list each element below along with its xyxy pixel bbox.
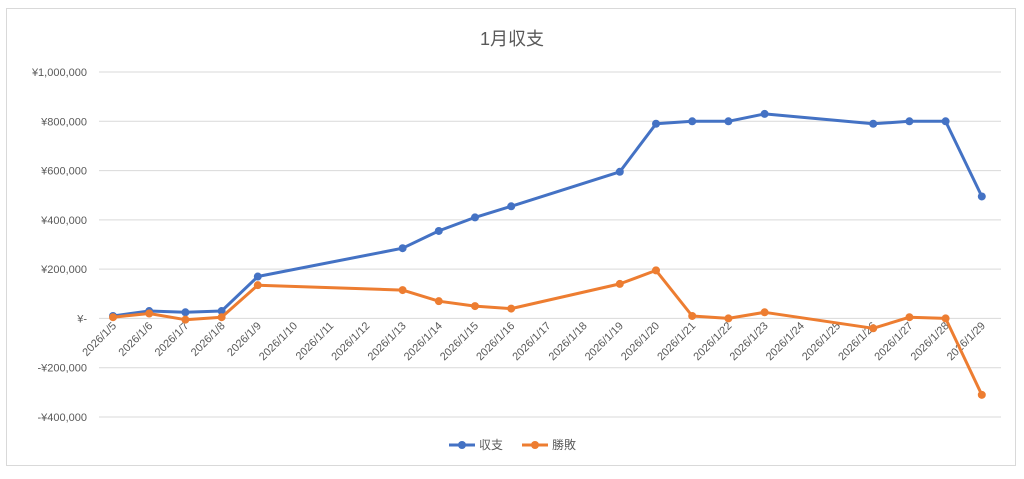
x-tick-label: 2026/1/6 — [117, 320, 156, 359]
y-tick-label: -¥400,000 — [37, 412, 87, 424]
data-point — [724, 117, 733, 126]
series-1 — [109, 266, 986, 399]
y-tick-label: -¥200,000 — [37, 363, 87, 375]
line-chart: 1月収支 ¥1,000,000¥800,000¥600,000¥400,000¥… — [31, 29, 1001, 452]
chart-area: 1月収支 ¥1,000,000 ¥800,000 ¥600,000 ¥400,000 ¥… — [6, 8, 1016, 466]
x-tick-label: 2026/1/8 — [189, 320, 228, 359]
data-point — [724, 314, 733, 323]
gridlines — [99, 71, 1001, 418]
data-point — [471, 302, 479, 311]
data-point — [941, 117, 950, 126]
y-tick-label: ¥200,000 — [40, 264, 87, 276]
y-tick-label: ¥800,000 — [40, 116, 87, 128]
y-tick-label: ¥600,000 — [40, 166, 87, 178]
data-point — [217, 313, 226, 322]
x-tick-label: 2026/1/24 — [764, 320, 807, 363]
x-tick-label: 2026/1/17 — [510, 320, 553, 363]
y-tick-label: ¥- — [76, 313, 87, 325]
data-point — [760, 109, 769, 118]
data-point — [905, 313, 914, 322]
series-line-1 — [111, 268, 984, 397]
data-point — [434, 226, 443, 235]
data-point — [905, 117, 914, 126]
x-tick-label: 2026/1/19 — [583, 320, 626, 363]
legend: 収支 勝敗 — [449, 437, 576, 452]
data-point — [869, 119, 878, 128]
data-point — [688, 311, 697, 320]
x-tick-label: 2026/1/28 — [909, 320, 952, 363]
y-tick-label: ¥1,000,000 — [31, 67, 87, 79]
data-point — [398, 244, 407, 253]
x-tick-label: 2026/1/18 — [547, 320, 590, 363]
x-tick-label: 2026/1/20 — [619, 320, 662, 363]
data-point — [977, 390, 986, 399]
legend-item-1: 勝敗 — [522, 437, 576, 452]
series-0 — [109, 109, 986, 320]
data-point — [941, 314, 950, 323]
data-point — [760, 308, 769, 317]
x-tick-label: 2026/1/23 — [728, 320, 771, 363]
data-point — [869, 324, 878, 333]
x-tick-label: 2026/1/10 — [257, 320, 300, 363]
x-tick-label: 2026/1/14 — [402, 320, 445, 363]
data-point — [615, 279, 624, 288]
data-point — [507, 202, 516, 211]
data-point — [253, 272, 262, 281]
x-tick-label: 2026/1/29 — [945, 320, 988, 363]
legend-swatch-marker — [458, 441, 466, 449]
data-point — [109, 313, 117, 322]
data-point — [181, 308, 190, 317]
data-point — [507, 304, 516, 313]
data-point — [688, 117, 697, 126]
y-tick-label: ¥400,000 — [40, 215, 87, 227]
data-point — [471, 213, 479, 222]
x-tick-label: 2026/1/16 — [474, 320, 517, 363]
chart-title: 1月収支 — [480, 29, 544, 49]
data-point — [652, 266, 660, 275]
data-point — [253, 281, 262, 290]
data-point — [615, 167, 624, 176]
x-tick-label: 2026/1/21 — [655, 320, 698, 363]
series-line-0 — [111, 112, 984, 318]
y-axis-ticks: ¥1,000,000 ¥800,000 ¥600,000 ¥400,000 ¥200,0… — [31, 67, 87, 424]
legend-label: 収支 — [479, 438, 503, 452]
x-tick-label: 2026/1/22 — [691, 320, 734, 363]
x-tick-label: 2026/1/5 — [80, 320, 119, 359]
legend-swatch-marker — [531, 441, 539, 449]
data-point — [145, 309, 154, 318]
data-point — [652, 119, 660, 128]
legend-item-0: 収支 — [449, 438, 503, 452]
x-tick-label: 2026/1/7 — [153, 320, 192, 359]
x-tick-label: 2026/1/15 — [438, 320, 481, 363]
legend-label: 勝敗 — [552, 437, 576, 452]
data-point — [181, 315, 190, 324]
x-tick-label: 2026/1/25 — [800, 320, 843, 363]
data-point — [434, 297, 443, 306]
data-point — [217, 307, 226, 316]
data-point — [398, 286, 407, 295]
x-tick-label: 2026/1/13 — [366, 320, 409, 363]
data-point — [977, 192, 986, 201]
x-tick-label: 2026/1/12 — [329, 320, 372, 363]
series-layer — [109, 109, 986, 399]
